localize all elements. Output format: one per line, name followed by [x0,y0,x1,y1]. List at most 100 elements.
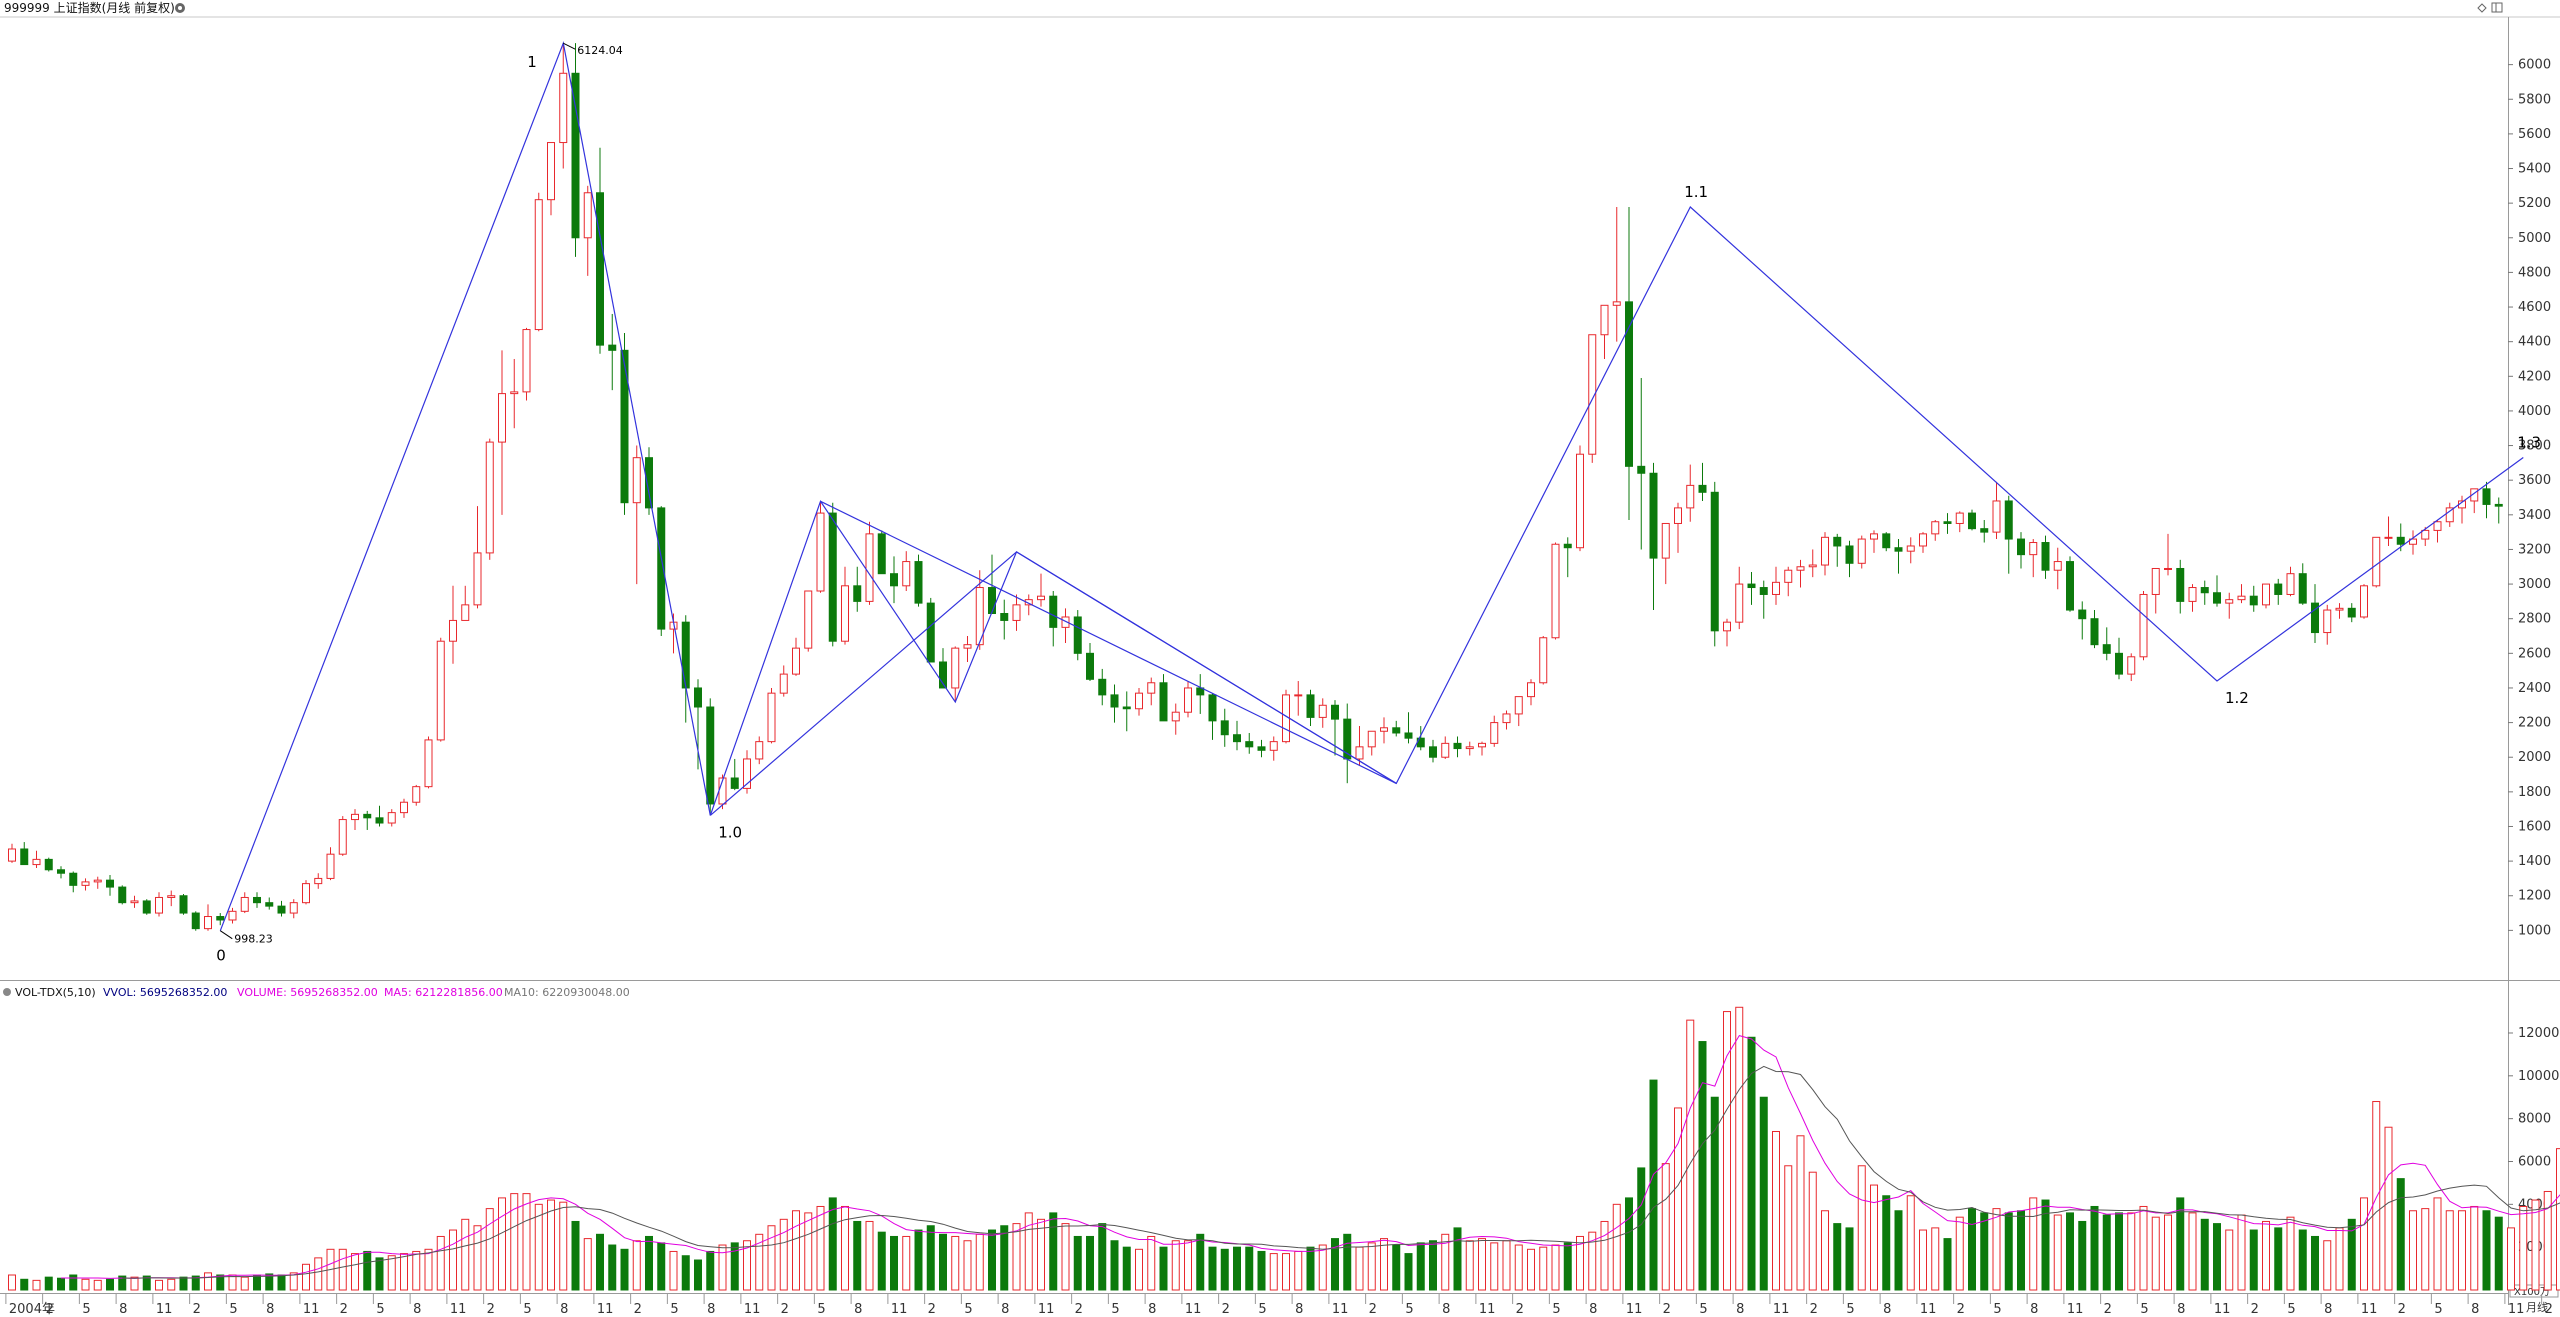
volume-bar [792,1210,800,1291]
candle-down [1110,694,1119,708]
price-tick-label: 1000 [2518,923,2551,938]
candle-up [1735,583,1744,623]
candle-down [1649,472,1658,559]
volume-bar [1821,1210,1829,1291]
candle-up [767,692,776,743]
candle-down [828,512,837,642]
time-tick-label: 11 [2067,1302,2084,1317]
volume-bar [2274,1227,2283,1291]
time-tick-label: 11 [1332,1302,1349,1317]
volume-bar [1355,1246,1364,1291]
volume-bar [2482,1210,2491,1291]
volume-bar [1465,1240,1474,1291]
volume-bar [265,1273,274,1291]
volume-bar [1122,1246,1131,1291]
time-tick-label: 11 [891,1302,908,1317]
candle-up [2384,536,2393,539]
extreme-price-label: 6124.04 [577,44,623,57]
time-tick-label: 5 [670,1302,678,1317]
volume-bar [1992,1208,2001,1291]
time-tick-label: 2 [1810,1302,1818,1317]
volume-bar [1441,1233,1450,1291]
price-tick-label: 1800 [2518,785,2551,800]
candle-down [1453,742,1462,750]
volume-bar [902,1235,911,1291]
volume-bar [20,1278,29,1291]
candle-up [2029,542,2038,556]
volume-bar [1012,1223,1021,1291]
wave-label: 1.3 [2517,434,2541,452]
candle-down [2090,618,2099,646]
time-tick-label: 5 [1258,1302,1266,1317]
unit-label: X100万 [2514,1287,2550,1298]
price-tick-label: 2200 [2518,716,2551,731]
candle-up [228,910,237,921]
volume-bar [2311,1235,2319,1291]
volume-bar [853,1220,862,1291]
volume-bar [1110,1240,1119,1291]
candle-down [890,573,898,587]
price-tick-label: 1200 [2518,889,2551,904]
volume-bar [828,1197,837,1291]
candle-down [681,621,690,689]
price-tick-label: 5000 [2518,231,2551,246]
volume-bar [302,1263,310,1291]
time-tick-label: 11 [1479,1302,1496,1317]
candle-down [988,587,996,615]
price-tick-label: 1600 [2518,819,2551,834]
diamond-icon[interactable] [2477,3,2487,13]
volume-bar [2066,1212,2074,1291]
time-tick-label: 11 [1038,1302,1055,1317]
volume-bar [1539,1246,1548,1291]
candle-down [1086,652,1094,680]
volume-bar [2164,1214,2172,1291]
time-tick-label: 8 [1148,1302,1156,1317]
time-tick-label: 11 [744,1302,761,1317]
candle-down [2298,573,2307,604]
candle-down [1563,543,1572,549]
volume-bar [1845,1227,1854,1291]
volume-bar [877,1231,886,1291]
volume-bar [1968,1208,1976,1291]
time-tick-label: 2 [781,1302,789,1317]
price-tick-label: 4200 [2518,369,2551,384]
time-tick-label: 5 [376,1302,384,1317]
time-tick-label: 2 [1663,1302,1671,1317]
candle-up [2188,587,2197,602]
candle-down [914,561,923,604]
volume-bar [1894,1210,1903,1291]
volume-bar [1527,1248,1535,1291]
price-tick-label: 3000 [2518,577,2551,592]
candle-down [2494,503,2503,507]
volume-bar [1882,1195,1891,1291]
candle-up [2372,536,2381,587]
candle-down [20,848,29,866]
price-tick-label: 3400 [2518,508,2551,523]
volume-bar [2102,1214,2111,1291]
volume-bar [645,1235,653,1291]
candle-up [975,587,984,646]
candle-up [1514,696,1523,715]
volume-bar [155,1279,163,1291]
wave-label: 1 [527,53,537,71]
volume-bar [2225,1229,2234,1291]
volume-bar [706,1250,715,1291]
candle-up [1992,500,2001,533]
indicator-settings-icon[interactable] [3,988,11,996]
window-icon[interactable] [2491,2,2503,13]
candle-up [2225,599,2234,604]
time-tick-label: 2 [487,1302,495,1317]
candle-down [1833,536,1842,547]
volume-tick-label: 10000 [2518,1069,2559,1084]
volume-bar [718,1244,727,1291]
volume-bar [1588,1231,1597,1291]
volume-bar [559,1201,568,1291]
candle-down [1208,694,1217,722]
volume-bar [2078,1220,2087,1291]
chart-title: 999999 上证指数(月线 前复权) [4,0,175,15]
price-tick-label: 4600 [2518,300,2551,315]
gear-icon[interactable] [175,3,185,13]
volume-bar [730,1242,739,1291]
candle-up [1808,564,1817,568]
volume-bar [743,1240,751,1291]
